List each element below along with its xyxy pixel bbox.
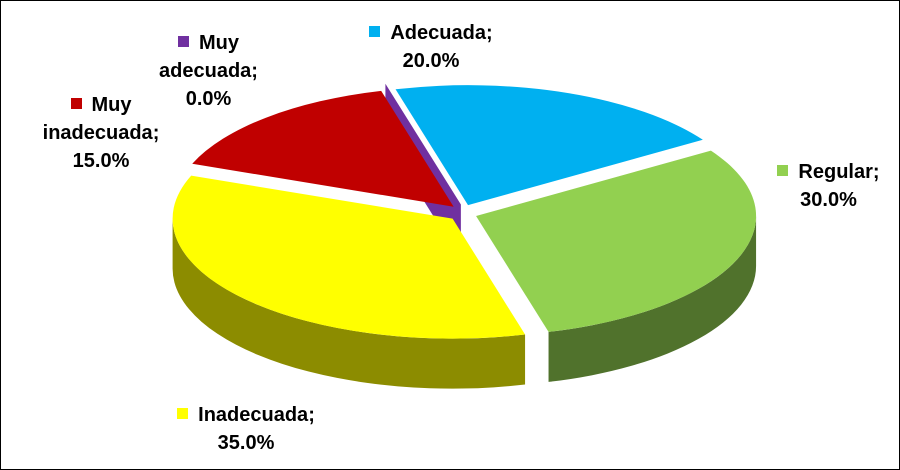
category-name: Muy inadecuada (42, 94, 153, 144)
slice (172, 175, 526, 339)
value-label: 20.0% (402, 50, 460, 72)
separator: ; (152, 122, 160, 144)
data-label: Inadecuada; 35.0% (151, 401, 341, 457)
data-label: Adecuada; 20.0% (336, 19, 526, 75)
value-label: 15.0% (72, 150, 130, 172)
data-label: Muy inadecuada; 15.0% (21, 91, 181, 175)
legend-key (369, 26, 381, 37)
category-name: Adecuada (390, 22, 486, 44)
value-label: 30.0% (800, 189, 857, 211)
category-name: Inadecuada (198, 404, 309, 426)
value-label: 35.0% (217, 432, 275, 454)
category-name: Regular (798, 161, 873, 183)
slice (192, 90, 454, 207)
slice-side (548, 216, 757, 382)
separator: ; (308, 404, 315, 426)
data-label: Regular; 30.0% (761, 158, 896, 214)
legend-key (177, 408, 189, 419)
legend-key (70, 98, 82, 109)
separator: ; (251, 60, 258, 82)
slice-side (172, 218, 526, 389)
slice (395, 85, 703, 206)
legend-key (178, 36, 189, 47)
category-name: Muy adecuada (159, 32, 252, 82)
value-label: 0.0% (185, 88, 232, 110)
separator: ; (485, 22, 493, 44)
data-label: Muy adecuada; 0.0% (151, 29, 266, 113)
separator: ; (872, 161, 880, 183)
slice (476, 150, 757, 332)
legend-key (777, 165, 789, 176)
